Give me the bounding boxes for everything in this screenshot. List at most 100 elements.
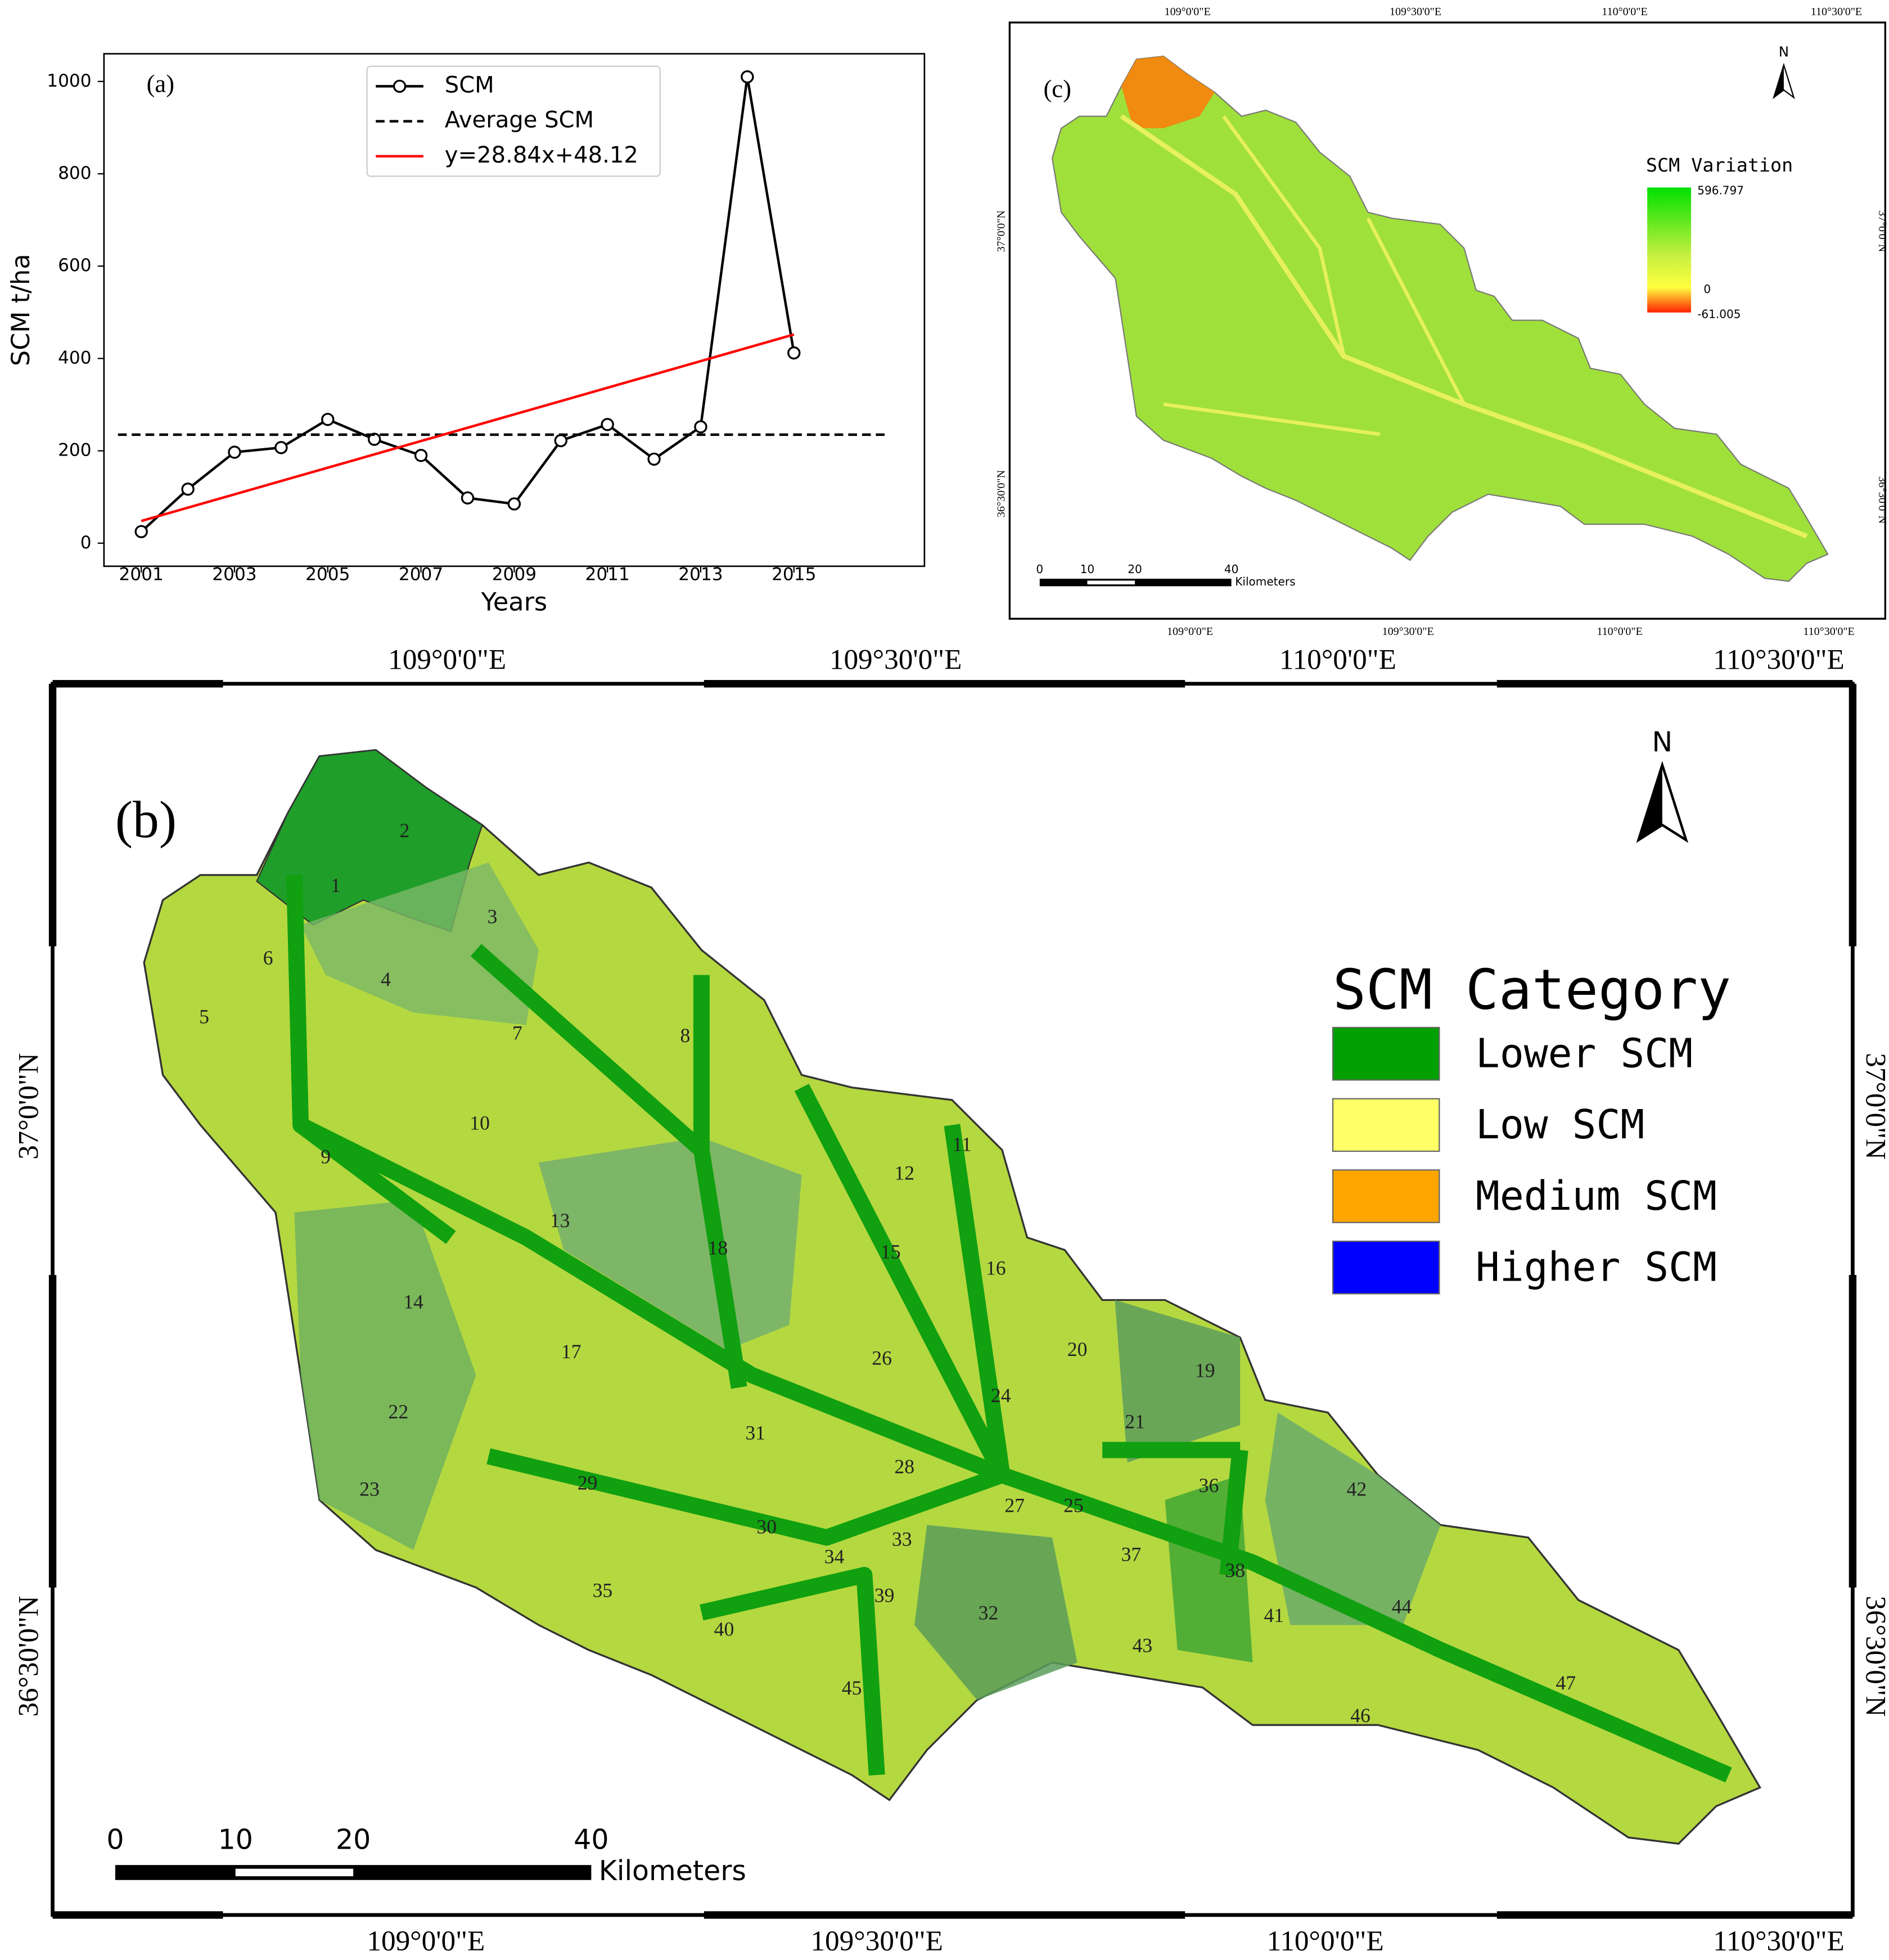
basin-label: 30: [756, 1515, 777, 1538]
legend-swatch: [1332, 1026, 1440, 1081]
lon-label: 109°0'0"E: [367, 1925, 485, 1957]
basin-label: 34: [824, 1546, 845, 1568]
x-tick-label: 2007: [399, 564, 443, 584]
colorbar-label: 0: [1703, 282, 1711, 296]
lat-label: 36°30'0"N: [995, 470, 1008, 517]
colorbar-title: SCM Variation: [1646, 154, 1793, 176]
series-point: [461, 491, 475, 504]
basin-label: 41: [1264, 1604, 1284, 1626]
colorbar-label: -61.005: [1697, 308, 1741, 321]
y-tick-label: 800: [58, 163, 92, 183]
basin-label: 9: [321, 1146, 331, 1168]
scale-label: 10: [218, 1823, 253, 1855]
y-tick-label: 200: [58, 440, 92, 461]
lon-label: 110°0'0"E: [1267, 1925, 1384, 1957]
basin-label: 25: [1063, 1494, 1084, 1517]
basin-label: 37: [1121, 1543, 1142, 1565]
frame-ticks: [48, 680, 1857, 1919]
series-point: [601, 418, 614, 431]
scale-unit: Kilometers: [1235, 575, 1295, 588]
lon-label: 110°0'0"E: [1279, 644, 1396, 676]
basin-label: 31: [745, 1422, 765, 1444]
legend-label: y=28.84x+48.12: [445, 142, 638, 168]
map-c-shape: [1051, 55, 1829, 582]
y-axis-label: SCM t/ha: [7, 254, 35, 366]
series-point: [181, 483, 195, 496]
legend-label: Medium SCM: [1476, 1173, 1717, 1219]
series-point: [274, 441, 288, 454]
basin-label: 44: [1392, 1596, 1412, 1618]
basin-label: 24: [991, 1384, 1011, 1407]
lon-label: 110°30'0"E: [1803, 625, 1854, 638]
lat-label: 37°0'0"N: [12, 1053, 44, 1160]
legend-label: Higher SCM: [1476, 1244, 1717, 1291]
basin-label: 35: [593, 1579, 613, 1602]
basin-label: 47: [1556, 1671, 1576, 1694]
basin-label: 16: [986, 1256, 1006, 1279]
basin-label: 23: [359, 1478, 380, 1501]
basin-label: 26: [872, 1346, 892, 1369]
basin-label: 20: [1067, 1338, 1088, 1360]
basin-label: 19: [1195, 1359, 1215, 1382]
basin-label: 14: [403, 1290, 423, 1313]
y-tick-label: 1000: [47, 71, 91, 91]
y-tick-label: 0: [80, 533, 92, 553]
scale-label: 40: [1224, 562, 1239, 576]
legend-label: Lower SCM: [1476, 1030, 1693, 1077]
basin-label: 27: [1004, 1494, 1025, 1517]
basin-label: 4: [381, 968, 391, 990]
basin-label: 17: [561, 1340, 581, 1363]
basin-label: 28: [894, 1456, 914, 1478]
series-line: [141, 333, 795, 522]
scale-label: 20: [1128, 562, 1142, 576]
map-c-frame: [1008, 21, 1886, 620]
scale-bar-gap: [235, 1868, 354, 1877]
scale-label: 0: [106, 1823, 124, 1855]
legend-swatch: [1332, 1098, 1440, 1152]
x-tick-label: 2013: [678, 564, 723, 584]
scale-bar: [1039, 579, 1232, 587]
north-label: N: [1652, 726, 1673, 758]
basin-label: 36: [1199, 1474, 1219, 1497]
series-point: [647, 452, 661, 466]
lon-label: 110°30'0"E: [1713, 1925, 1845, 1957]
series-point: [414, 449, 428, 462]
basin-label: 33: [892, 1528, 912, 1551]
lon-label: 109°30'0"E: [829, 644, 962, 676]
legend-swatch: [1332, 1169, 1440, 1223]
basin-label: 6: [263, 947, 273, 969]
scale-label: 20: [336, 1823, 371, 1855]
north-label: N: [1779, 43, 1789, 60]
basin-label: 10: [470, 1112, 490, 1134]
legend-box: [366, 65, 661, 177]
series-point: [554, 434, 567, 448]
basin-label: 11: [953, 1133, 972, 1155]
panel-label: (a): [147, 70, 174, 98]
y-tick-label: 600: [58, 255, 92, 276]
basin-label: 39: [874, 1584, 895, 1607]
series-point: [787, 346, 801, 360]
legend-label: SCM: [445, 72, 494, 98]
lat-label: 36°30'0"N: [1876, 476, 1888, 524]
scale-label: 0: [1036, 562, 1043, 576]
scale-bar-gap: [1087, 580, 1135, 585]
y-tick-label: 400: [58, 348, 92, 368]
basin-label: 18: [708, 1237, 728, 1259]
basin-label: 3: [487, 905, 497, 928]
series-point: [507, 497, 521, 511]
colorbar: [1647, 187, 1692, 313]
x-axis-label: Years: [481, 588, 548, 617]
basin-label: 42: [1347, 1478, 1367, 1501]
colorbar-label: 596.797: [1697, 184, 1744, 197]
basin-label: 46: [1350, 1704, 1370, 1727]
lon-label: 109°0'0"E: [1167, 625, 1213, 638]
x-tick-label: 2009: [492, 564, 537, 584]
x-tick-label: 2001: [119, 564, 164, 584]
basin-label: 1: [331, 874, 341, 896]
basin-label: 8: [680, 1024, 691, 1047]
lon-label: 109°0'0"E: [1165, 6, 1211, 18]
lon-label: 109°30'0"E: [1390, 6, 1441, 18]
x-tick-label: 2011: [585, 564, 629, 584]
series-point: [321, 413, 335, 426]
